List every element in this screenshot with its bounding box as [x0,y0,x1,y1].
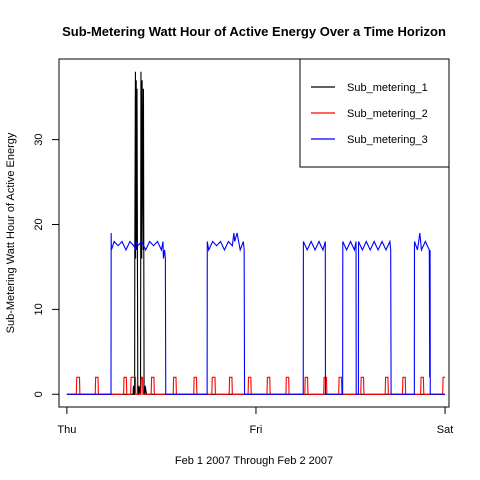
y-tick-label: 10 [33,303,45,315]
legend-label-2: Sub_metering_2 [347,108,428,120]
chart-title: Sub-Metering Watt Hour of Active Energy … [62,24,446,39]
legend-label-3: Sub_metering_3 [347,134,428,146]
x-axis: Thu Fri Sat [57,406,454,436]
y-tick-label: 30 [33,134,45,146]
x-tick-label: Thu [57,424,76,436]
y-tick-label: 20 [33,218,45,230]
legend: Sub_metering_1 Sub_metering_2 Sub_metering… [299,58,450,168]
series-line-2 [66,376,446,395]
legend-label-1: Sub_metering_1 [347,82,428,94]
x-tick-label: Fri [250,424,263,436]
y-tick-label: 0 [33,391,45,397]
x-axis-label: Feb 1 2007 Through Feb 2 2007 [175,455,333,467]
x-tick-label: Sat [437,424,454,436]
plot-area [66,71,446,395]
y-axis: 0 10 20 30 [33,134,60,397]
y-axis-label: Sub-Metering Watt Hour of Active Energy [5,132,17,333]
series-line-3 [66,232,446,395]
